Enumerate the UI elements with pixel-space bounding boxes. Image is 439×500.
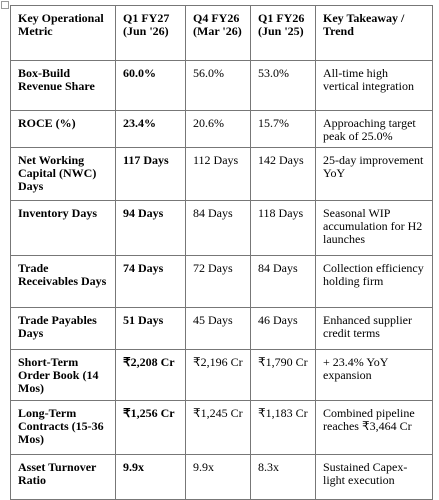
value-cell: 46 Days bbox=[250, 307, 316, 350]
value-cell: 56.0% bbox=[185, 60, 251, 111]
header-cell: Q4 FY26 (Mar '26) bbox=[185, 5, 251, 61]
value-cell: ₹1,790 Cr bbox=[250, 349, 316, 401]
table-row: Short-Term Order Book (14 Mos) ₹2,208 Cr ₹… bbox=[10, 349, 433, 401]
value-cell: 142 Days bbox=[250, 147, 316, 201]
corner-icon bbox=[1, 1, 9, 9]
table-wrap: Key Operational Metric Q1 FY27 (Jun '26) Q… bbox=[10, 5, 433, 500]
table-body: Box-Build Revenue Share 60.0% 56.0% 53.0% Al… bbox=[10, 60, 433, 500]
table-row: Trade Receivables Days 74 Days 72 Days 84 D… bbox=[10, 255, 433, 308]
value-cell: ₹1,256 Cr bbox=[115, 400, 186, 455]
header-cell: Q1 FY26 (Jun '25) bbox=[250, 5, 316, 61]
value-cell: 51 Days bbox=[115, 307, 186, 350]
takeaway-cell: All-time high vertical integration bbox=[315, 60, 433, 111]
takeaway-cell: Sustained Capex-light execution bbox=[315, 454, 433, 500]
takeaway-cell: + 23.4% YoY expansion bbox=[315, 349, 433, 401]
value-cell: 60.0% bbox=[115, 60, 186, 111]
takeaway-cell: Combined pipeline reaches ₹3,464 Cr bbox=[315, 400, 433, 455]
value-cell: 84 Days bbox=[250, 255, 316, 308]
value-cell: 94 Days bbox=[115, 200, 186, 256]
value-cell: ₹1,183 Cr bbox=[250, 400, 316, 455]
metrics-table: Key Operational Metric Q1 FY27 (Jun '26) Q… bbox=[10, 5, 433, 500]
metric-cell: Net Working Capital (NWC) Days bbox=[10, 147, 116, 201]
value-cell: ₹2,196 Cr bbox=[185, 349, 251, 401]
table-row: Asset Turnover Ratio 9.9x 9.9x 8.3x Sustaine… bbox=[10, 454, 433, 500]
value-cell: ₹1,245 Cr bbox=[185, 400, 251, 455]
takeaway-cell: Approaching target peak of 25.0% bbox=[315, 110, 433, 148]
table-row: Box-Build Revenue Share 60.0% 56.0% 53.0% Al… bbox=[10, 60, 433, 111]
value-cell: 74 Days bbox=[115, 255, 186, 308]
value-cell: 20.6% bbox=[185, 110, 251, 148]
header-cell: Key Operational Metric bbox=[10, 5, 116, 61]
metric-cell: Trade Payables Days bbox=[10, 307, 116, 350]
table-row: ROCE (%) 23.4% 20.6% 15.7% Approaching targe… bbox=[10, 110, 433, 148]
header-cell: Key Takeaway / Trend bbox=[315, 5, 433, 61]
table-row: Long-Term Contracts (15-36 Mos) ₹1,256 Cr… bbox=[10, 400, 433, 455]
metric-cell: Box-Build Revenue Share bbox=[10, 60, 116, 111]
header-cell: Q1 FY27 (Jun '26) bbox=[115, 5, 186, 61]
value-cell: 117 Days bbox=[115, 147, 186, 201]
value-cell: ₹2,208 Cr bbox=[115, 349, 186, 401]
metric-cell: Short-Term Order Book (14 Mos) bbox=[10, 349, 116, 401]
takeaway-cell: Collection efficiency holding firm bbox=[315, 255, 433, 308]
value-cell: 72 Days bbox=[185, 255, 251, 308]
takeaway-cell: Seasonal WIP accumulation for H2 launche… bbox=[315, 200, 433, 256]
header-row: Key Operational Metric Q1 FY27 (Jun '26) Q… bbox=[10, 5, 433, 61]
value-cell: 84 Days bbox=[185, 200, 251, 256]
metric-cell: Asset Turnover Ratio bbox=[10, 454, 116, 500]
value-cell: 112 Days bbox=[185, 147, 251, 201]
metric-cell: ROCE (%) bbox=[10, 110, 116, 148]
value-cell: 8.3x bbox=[250, 454, 316, 500]
value-cell: 53.0% bbox=[250, 60, 316, 111]
value-cell: 9.9x bbox=[185, 454, 251, 500]
value-cell: 45 Days bbox=[185, 307, 251, 350]
takeaway-cell: Enhanced supplier credit terms bbox=[315, 307, 433, 350]
metric-cell: Inventory Days bbox=[10, 200, 116, 256]
table-row: Trade Payables Days 51 Days 45 Days 46 Days… bbox=[10, 307, 433, 350]
metric-cell: Long-Term Contracts (15-36 Mos) bbox=[10, 400, 116, 455]
metric-cell: Trade Receivables Days bbox=[10, 255, 116, 308]
takeaway-cell: 25-day improvement YoY bbox=[315, 147, 433, 201]
table-row: Inventory Days 94 Days 84 Days 118 Days Seas… bbox=[10, 200, 433, 256]
value-cell: 15.7% bbox=[250, 110, 316, 148]
value-cell: 9.9x bbox=[115, 454, 186, 500]
value-cell: 118 Days bbox=[250, 200, 316, 256]
value-cell: 23.4% bbox=[115, 110, 186, 148]
table-row: Net Working Capital (NWC) Days 117 Days 11… bbox=[10, 147, 433, 201]
